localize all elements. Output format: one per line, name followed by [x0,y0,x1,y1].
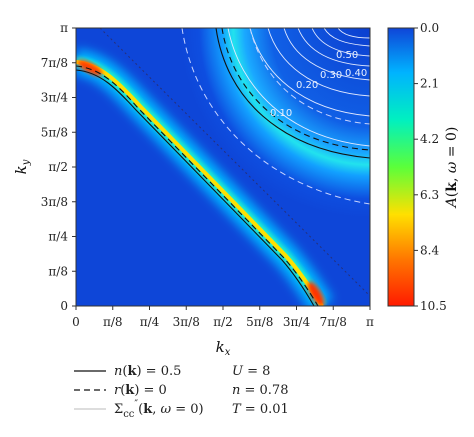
y-tick-label-8: π [60,21,68,35]
x-tick-label-2: π/4 [140,315,160,329]
corner-n-contour [215,28,370,159]
param-n: n = 0.78 [232,383,288,398]
heatmap [76,28,370,306]
y-axis-label: ky [12,159,32,174]
x-tick-label-6: 3π/4 [283,315,311,329]
dotted-guide [99,28,370,297]
x-tick-label-1: π/8 [103,315,123,329]
legend-entry-sigma: Σcc″(k, ω = 0) [114,399,204,420]
colorbar-tick-label-5: 10.5 [420,299,447,313]
sigma-contour-2 [249,28,370,117]
legend-entry-n: n(k) = 0.5 [114,364,181,379]
dashed-corner-1 [181,28,370,205]
sigma-contour-4 [283,28,370,81]
y-tick-label-5: 5π/8 [41,125,68,139]
y-tick-label-4: π/2 [48,160,68,174]
y-tick-label-1: π/8 [48,264,68,278]
colorbar-ticks: 0.0 2.1 4.2 6.3 8.4 10.5 [414,21,447,313]
param-T: T = 0.01 [232,402,289,417]
y-tick-label-0: 0 [60,299,68,313]
dashed-corner-2 [249,28,370,125]
sigma-contour-3 [267,28,370,97]
x-axis-label: kx [216,338,231,358]
contour-n-half [76,69,315,306]
colorbar [387,27,415,307]
hotspot-bottom [307,281,325,306]
colorbar-label: A(k, ω = 0) [444,127,460,210]
legend: n(k) = 0.5 r(k) = 0 Σcc″(k, ω = 0) U = 8… [74,364,289,420]
sigma-contour-7 [323,28,370,47]
colorbar-tick-label-2: 4.2 [420,132,439,146]
x-tick-label-5: 5π/8 [246,315,273,329]
contour-label-2: 0.20 [296,80,318,91]
x-tick-label-0: 0 [72,315,80,329]
x-tick-label-8: π [366,315,374,329]
contour-r-zero [76,65,319,306]
colorbar-tick-label-3: 6.3 [420,188,439,202]
sigma-contour-8 [337,28,370,39]
y-tick-label-7: 7π/8 [41,56,68,70]
self-energy-contours [227,28,370,147]
sigma-contour-6 [311,28,370,57]
y-axis-ticks: 0 π/8 π/4 3π/8 π/2 5π/8 3π/4 7π/8 π [41,21,76,313]
corner-r-contour [221,28,370,151]
sigma-contour-5 [297,28,370,67]
x-tick-label-3: 3π/8 [173,315,200,329]
contour-labels: 0.10 0.20 0.30 0.40 0.50 [270,50,367,119]
contour-label-3: 0.30 [320,70,342,81]
y-tick-label-6: 3π/4 [41,91,69,105]
colorbar-tick-label-1: 2.1 [420,77,439,91]
contour-label-5: 0.50 [336,50,358,61]
colorbar-tick-label-0: 0.0 [420,21,439,35]
x-tick-label-7: 7π/8 [320,315,347,329]
sigma-contour-1 [227,28,370,147]
y-tick-label-3: 3π/8 [41,195,68,209]
legend-entry-r: r(k) = 0 [114,383,167,398]
contour-label-4: 0.40 [345,68,367,79]
colorbar-tick-label-4: 8.4 [420,243,439,257]
contour-label-1: 0.10 [270,108,292,119]
param-U: U = 8 [232,364,270,379]
dashed-corner-contours [181,28,370,205]
x-tick-label-4: π/2 [213,315,233,329]
y-tick-label-2: π/4 [48,230,68,244]
x-axis-ticks: 0 π/8 π/4 3π/8 π/2 5π/8 3π/4 7π/8 π [72,306,374,329]
